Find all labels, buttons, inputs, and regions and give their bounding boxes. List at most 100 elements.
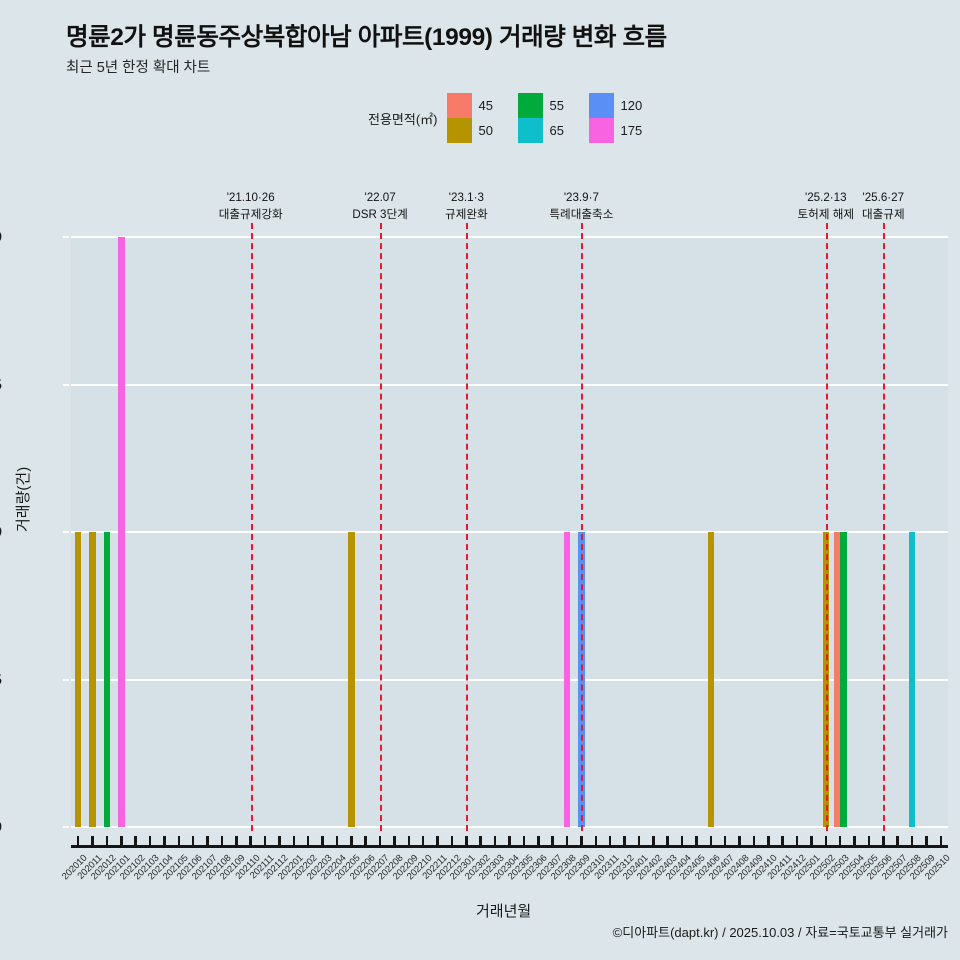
event-line-202207 [380,223,383,831]
x-tick-202506 [882,836,885,848]
x-tick-202508 [910,836,914,848]
gridline-1.5 [71,383,948,386]
x-tick-202201 [292,836,296,848]
event-line-202502 [825,223,828,831]
bar-202101-175[interactable] [118,237,125,827]
x-tick-202407 [723,836,727,848]
x-tick-202306 [537,836,540,848]
x-tick-202212 [450,836,454,848]
legend-label-175: 175 [620,123,643,138]
bar-202011-50[interactable] [89,532,96,827]
x-tick-202302 [479,836,482,848]
x-tick-202304 [508,836,511,848]
legend-swatch-icon-55 [517,93,543,118]
x-tick-202206 [364,836,367,848]
x-tick-202301 [465,836,468,848]
x-tick-202404 [680,836,684,848]
x-tick-202207 [378,836,382,848]
legend-item-120[interactable]: 120 [588,93,643,118]
event-text-202506: 대출규제 [861,207,905,221]
x-tick-202408 [738,836,741,848]
event-date-202502: '25.2·13 [805,191,847,204]
bar-202010-50[interactable] [74,532,82,827]
x-tick-202504 [853,836,856,848]
gridline-1.0 [71,531,948,534]
y-tick-label-0.5: 0.5 [0,671,2,688]
y-tick-label-1.0: 1.0 [0,524,2,541]
x-tick-202401 [637,836,641,848]
legend-swatch-icon-45 [446,93,472,118]
y-tick-label-0.0: 0.0 [0,819,2,836]
y-tick-mark-2.0 [63,236,69,238]
y-tick-mark-1.0 [63,531,69,533]
bar-202406-50[interactable] [707,532,715,827]
bar-202012-55[interactable] [103,532,111,827]
x-tick-202403 [666,836,669,848]
bar-202508-65[interactable] [908,532,916,827]
event-text-202301: 규제완화 [445,207,488,221]
x-tick-202111 [263,836,267,848]
x-tick-202108 [220,836,224,848]
x-tick-202411 [781,836,784,848]
x-tick-202204 [335,836,339,848]
x-tick-202509 [925,836,928,848]
event-text-202207: DSR 3단계 [352,207,408,221]
event-line-202506 [883,223,886,831]
bar-202503-45[interactable] [833,532,841,827]
legend-item-175[interactable]: 175 [588,118,643,143]
y-tick-mark-0.0 [63,826,69,828]
legend-label-45: 45 [478,98,493,113]
event-annotation-202506: '25.6·27 대출규제 [862,190,905,224]
x-tick-202202 [306,836,310,848]
x-tick-202210 [421,836,425,848]
event-text-202309: 특례대출축소 [549,207,614,221]
legend-title: 전용면적(㎡) [368,111,438,127]
bar-202205-50[interactable] [348,532,355,827]
x-tick-202110 [249,836,252,848]
x-tick-202107 [206,836,209,848]
x-tick-202208 [393,836,396,848]
event-line-202309 [581,223,584,831]
x-tick-202507 [896,836,899,848]
x-tick-202501 [810,836,813,848]
x-tick-202502 [824,836,828,848]
x-tick-202010 [76,836,80,848]
x-tick-202410 [767,836,770,848]
footer-credit: ©디아파트(dapt.kr) / 2025.10.03 / 자료=국토교통부 실… [612,925,948,940]
legend-item-65[interactable]: 65 [517,118,572,143]
x-tick-202405 [695,836,698,848]
legend: 전용면적(㎡) 45 55 120 50 65 175 [368,93,643,143]
gridline-0.0 [71,826,948,829]
legend-label-120: 120 [620,98,643,113]
bar-202308-175[interactable] [563,532,571,827]
x-tick-202303 [493,836,497,848]
legend-item-45[interactable]: 45 [446,93,501,118]
event-date-202309: '23.9·7 [563,191,599,204]
x-tick-202102 [134,836,137,848]
y-axis-title: 거래량(건) [15,466,32,532]
x-tick-202103 [148,836,152,848]
y-tick-label-1.5: 1.5 [0,376,2,393]
x-axis-title: 거래년월 [476,903,532,920]
x-tick-202309 [580,836,583,848]
event-line-202301 [466,223,469,831]
legend-item-50[interactable]: 50 [446,118,501,143]
legend-item-55[interactable]: 55 [517,93,572,118]
x-tick-202109 [235,836,238,848]
y-tick-mark-0.5 [63,678,69,681]
event-annotation-202309: '23.9·7 특례대출축소 [549,190,613,224]
y-tick-mark-1.5 [63,383,69,386]
bar-202503-55[interactable] [840,532,847,827]
event-annotation-202301: '23.1·3 규제완화 [445,190,488,224]
y-tick-label-2.0: 2.0 [0,229,2,246]
gridline-0.5 [71,678,948,681]
event-text-202110: 대출규제강화 [218,207,283,221]
x-tick-202412 [795,836,799,848]
legend-swatch-icon-175 [588,118,614,143]
legend-swatch-icon-65 [517,118,543,143]
x-tick-202203 [321,836,324,848]
legend-items: 45 55 120 50 65 175 [446,93,643,143]
x-tick-202503 [838,836,842,848]
x-tick-202305 [522,836,526,848]
